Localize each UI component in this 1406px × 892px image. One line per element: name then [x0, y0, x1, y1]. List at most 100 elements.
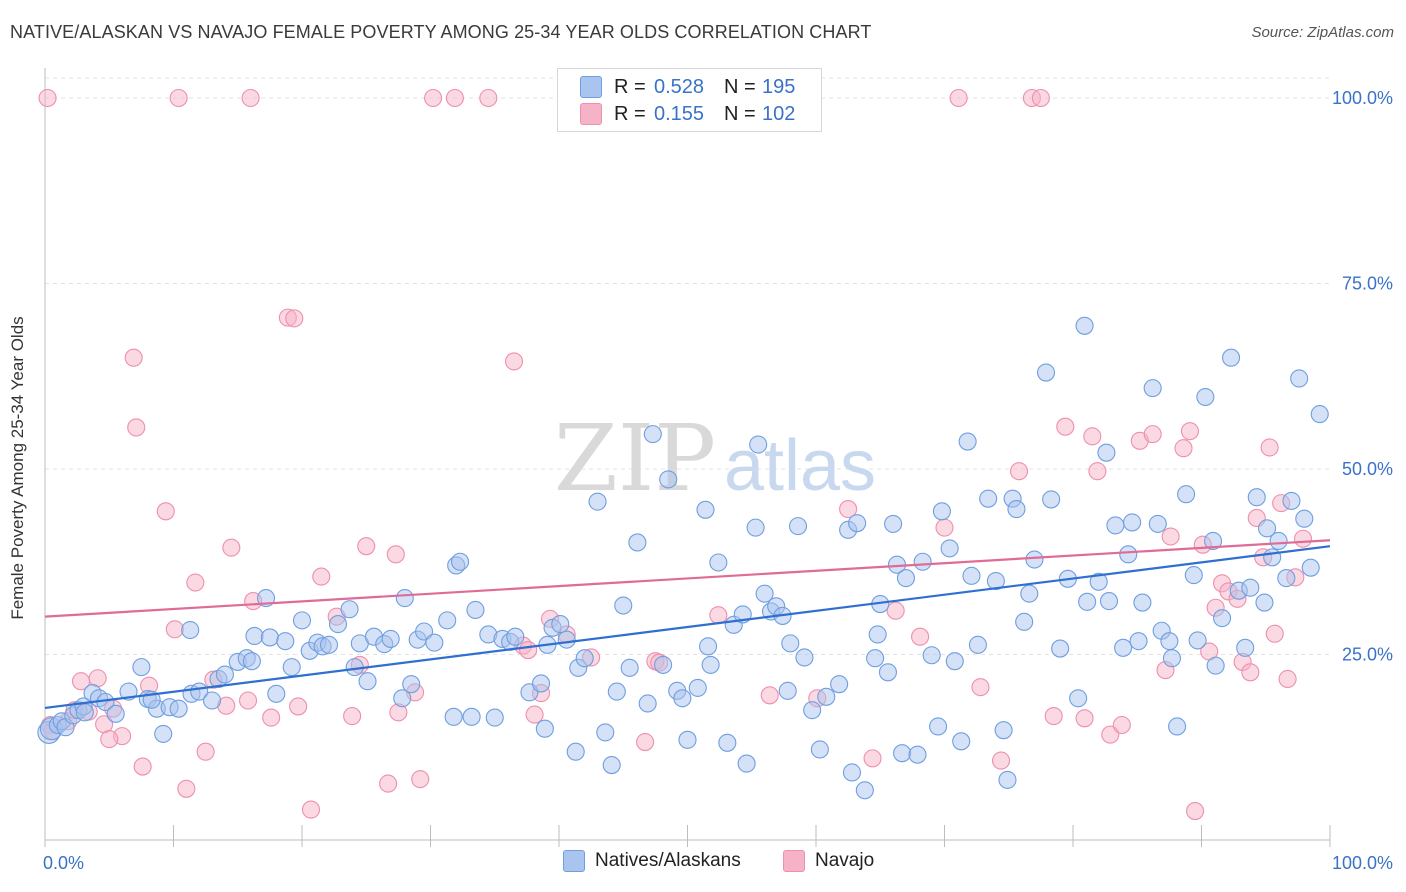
data-point	[1009, 462, 1029, 481]
data-point	[1260, 438, 1279, 457]
data-point	[381, 629, 400, 648]
data-point	[994, 721, 1013, 740]
data-point	[755, 584, 774, 603]
data-point	[848, 514, 867, 533]
tick-labels: 25.0% 50.0% 75.0% 100.0% 0.0% 100.0%	[43, 88, 1393, 873]
data-point	[1083, 427, 1102, 446]
data-point	[1114, 638, 1133, 657]
data-point	[411, 770, 430, 789]
data-point	[958, 432, 977, 451]
data-point	[749, 435, 768, 454]
data-point	[855, 781, 874, 800]
legend-r-label: R =	[614, 102, 646, 125]
data-point	[340, 600, 359, 619]
data-point	[1177, 485, 1196, 504]
data-point	[659, 470, 678, 489]
data-point	[106, 704, 125, 723]
data-point	[971, 678, 990, 697]
data-point	[245, 626, 264, 646]
data-point	[1143, 379, 1162, 398]
data-point	[519, 640, 538, 660]
data-point	[866, 649, 885, 668]
data-point	[1310, 405, 1329, 424]
data-point	[1180, 422, 1199, 441]
data-point	[289, 697, 308, 716]
data-point	[701, 655, 720, 674]
data-point	[358, 672, 377, 691]
data-point	[1044, 707, 1063, 726]
data-point	[718, 733, 737, 752]
data-point	[1075, 709, 1094, 728]
data-point	[267, 684, 286, 703]
data-point	[525, 705, 544, 724]
data-point	[781, 634, 800, 653]
legend-n-value: 102	[762, 102, 796, 125]
watermark-atlas: atlas	[724, 426, 876, 506]
data-point	[1222, 348, 1241, 367]
data-point	[38, 88, 57, 108]
legend-r-value: 0.528	[654, 75, 705, 98]
data-point	[911, 627, 930, 646]
data-point	[952, 732, 971, 751]
data-point	[1099, 592, 1119, 611]
data-point	[425, 633, 444, 652]
data-point	[830, 675, 849, 694]
data-point	[1088, 462, 1107, 481]
data-point	[991, 751, 1011, 770]
data-point	[945, 652, 964, 671]
trend-line-navajo	[44, 539, 1331, 618]
data-point	[778, 681, 797, 700]
data-point	[1186, 802, 1205, 821]
series-legend-natives[interactable]: Natives/Alaskans	[563, 850, 741, 872]
data-point	[169, 88, 188, 108]
data-point	[1112, 715, 1131, 735]
data-point	[222, 538, 241, 557]
data-point	[886, 601, 905, 620]
data-point	[531, 674, 551, 693]
data-point	[186, 573, 205, 592]
data-point	[709, 553, 728, 572]
data-point	[1069, 689, 1088, 708]
data-point	[132, 658, 151, 677]
data-point	[1174, 439, 1193, 458]
data-point	[1269, 531, 1288, 551]
data-point	[328, 615, 348, 634]
data-point	[878, 663, 898, 682]
data-point	[1036, 363, 1056, 382]
y-tick-label: 100.0%	[1332, 88, 1393, 108]
data-point	[596, 723, 615, 742]
data-point	[196, 742, 215, 761]
data-point	[301, 800, 321, 819]
data-point	[688, 678, 707, 697]
data-point	[100, 730, 119, 749]
data-point	[986, 571, 1005, 591]
series-label-navajo: Navajo	[815, 850, 875, 871]
data-point	[282, 658, 301, 677]
data-point	[620, 658, 639, 677]
legend-swatch-natives	[580, 76, 602, 98]
data-point	[803, 701, 822, 720]
data-point	[979, 489, 998, 508]
data-point	[424, 88, 443, 108]
source-credit: Source: ZipAtlas.com	[1251, 24, 1394, 41]
data-point	[1168, 717, 1187, 736]
data-point	[908, 745, 927, 764]
legend-r-value: 0.155	[654, 102, 705, 125]
data-point	[124, 348, 143, 367]
data-point	[181, 620, 200, 640]
data-point	[319, 635, 339, 654]
data-point	[75, 703, 94, 722]
series-legend-navajo[interactable]: Navajo	[783, 850, 874, 872]
legend-swatch-navajo	[580, 103, 602, 125]
series-swatch-natives	[563, 850, 585, 872]
data-point	[863, 749, 882, 768]
data-point	[1007, 500, 1026, 519]
data-point	[940, 539, 959, 558]
data-point	[504, 352, 524, 371]
y-tick-label: 25.0%	[1342, 645, 1393, 665]
data-point	[1051, 639, 1070, 658]
data-point	[1133, 593, 1152, 612]
data-point	[628, 533, 647, 552]
data-point	[868, 625, 887, 644]
